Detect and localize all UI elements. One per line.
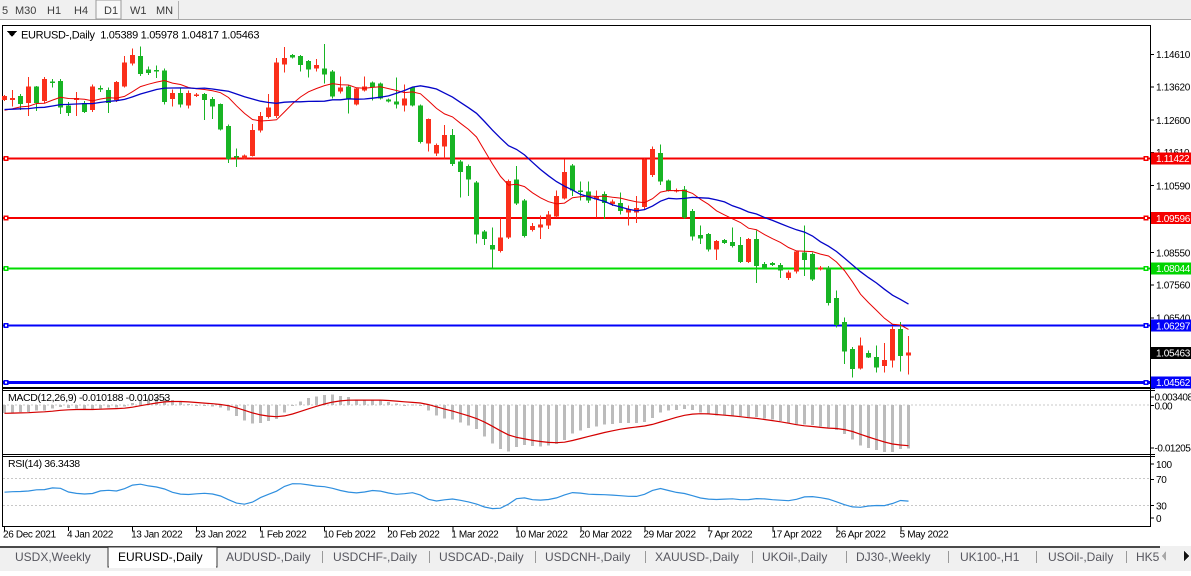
svg-text:5 May 2022: 5 May 2022 (900, 530, 950, 541)
svg-text:1.04562: 1.04562 (1156, 378, 1191, 389)
svg-text:AUDUSD-,Daily: AUDUSD-,Daily (226, 550, 311, 564)
svg-text:1.12600: 1.12600 (1156, 116, 1191, 127)
svg-text:1 Mar 2022: 1 Mar 2022 (451, 530, 499, 541)
svg-text:-0.012058: -0.012058 (1155, 444, 1191, 455)
svg-text:MACD(12,26,9) -0.010188 -0.010: MACD(12,26,9) -0.010188 -0.010353 (8, 392, 170, 404)
svg-text:H1: H1 (47, 5, 61, 17)
svg-text:EURUSD-,Daily 1.05389 1.05978: EURUSD-,Daily 1.05389 1.05978 1.04817 1.… (21, 30, 259, 42)
svg-text:1.08550: 1.08550 (1156, 248, 1191, 259)
svg-text:1.10590: 1.10590 (1156, 181, 1191, 192)
svg-text:5: 5 (2, 5, 8, 17)
svg-text:UKOil-,Daily: UKOil-,Daily (762, 550, 827, 564)
svg-text:1.14610: 1.14610 (1156, 50, 1191, 61)
svg-text:EURUSD-,Daily: EURUSD-,Daily (118, 550, 203, 564)
svg-text:M30: M30 (15, 5, 36, 17)
svg-text:7 Apr 2022: 7 Apr 2022 (707, 530, 753, 541)
svg-text:USDX,Weekly: USDX,Weekly (15, 550, 91, 564)
svg-text:RSI(14) 36.3438: RSI(14) 36.3438 (8, 458, 80, 470)
svg-text:20 Feb 2022: 20 Feb 2022 (387, 530, 440, 541)
svg-text:23 Jan 2022: 23 Jan 2022 (195, 530, 247, 541)
svg-text:XAUUSD-,Daily: XAUUSD-,Daily (655, 550, 739, 564)
svg-text:UK100-,H1: UK100-,H1 (960, 550, 1020, 564)
svg-text:1.06297: 1.06297 (1156, 321, 1191, 332)
svg-text:1.07560: 1.07560 (1156, 281, 1191, 292)
svg-text:70: 70 (1156, 475, 1167, 486)
svg-text:1.05463: 1.05463 (1156, 349, 1191, 360)
svg-text:1.11422: 1.11422 (1156, 154, 1190, 165)
svg-text:100: 100 (1156, 460, 1173, 471)
svg-text:26 Dec 2021: 26 Dec 2021 (3, 530, 57, 541)
svg-text:13 Jan 2022: 13 Jan 2022 (131, 530, 183, 541)
svg-text:USDCNH-,Daily: USDCNH-,Daily (545, 550, 630, 564)
svg-text:1.13620: 1.13620 (1156, 83, 1191, 94)
svg-text:4 Jan 2022: 4 Jan 2022 (67, 530, 114, 541)
svg-text:0.00: 0.00 (1155, 401, 1174, 412)
svg-text:17 Apr 2022: 17 Apr 2022 (772, 530, 823, 541)
svg-text:D1: D1 (104, 5, 118, 17)
svg-text:26 Apr 2022: 26 Apr 2022 (836, 530, 887, 541)
svg-text:10 Feb 2022: 10 Feb 2022 (323, 530, 376, 541)
svg-text:H4: H4 (74, 5, 88, 17)
svg-text:1 Feb 2022: 1 Feb 2022 (259, 530, 307, 541)
svg-text:HK5: HK5 (1136, 550, 1160, 564)
svg-text:W1: W1 (130, 5, 147, 17)
svg-text:30: 30 (1156, 501, 1167, 512)
svg-text:USDCHF-,Daily: USDCHF-,Daily (333, 550, 417, 564)
svg-text:DJ30-,Weekly: DJ30-,Weekly (856, 550, 930, 564)
svg-text:0: 0 (1156, 514, 1162, 525)
svg-text:USOil-,Daily: USOil-,Daily (1048, 550, 1113, 564)
svg-text:1.09596: 1.09596 (1156, 214, 1191, 225)
svg-text:10 Mar 2022: 10 Mar 2022 (515, 530, 568, 541)
svg-text:1.08044: 1.08044 (1156, 264, 1191, 275)
svg-text:MN: MN (156, 5, 173, 17)
svg-text:USDCAD-,Daily: USDCAD-,Daily (439, 550, 524, 564)
svg-text:20 Mar 2022: 20 Mar 2022 (579, 530, 632, 541)
svg-text:29 Mar 2022: 29 Mar 2022 (643, 530, 696, 541)
